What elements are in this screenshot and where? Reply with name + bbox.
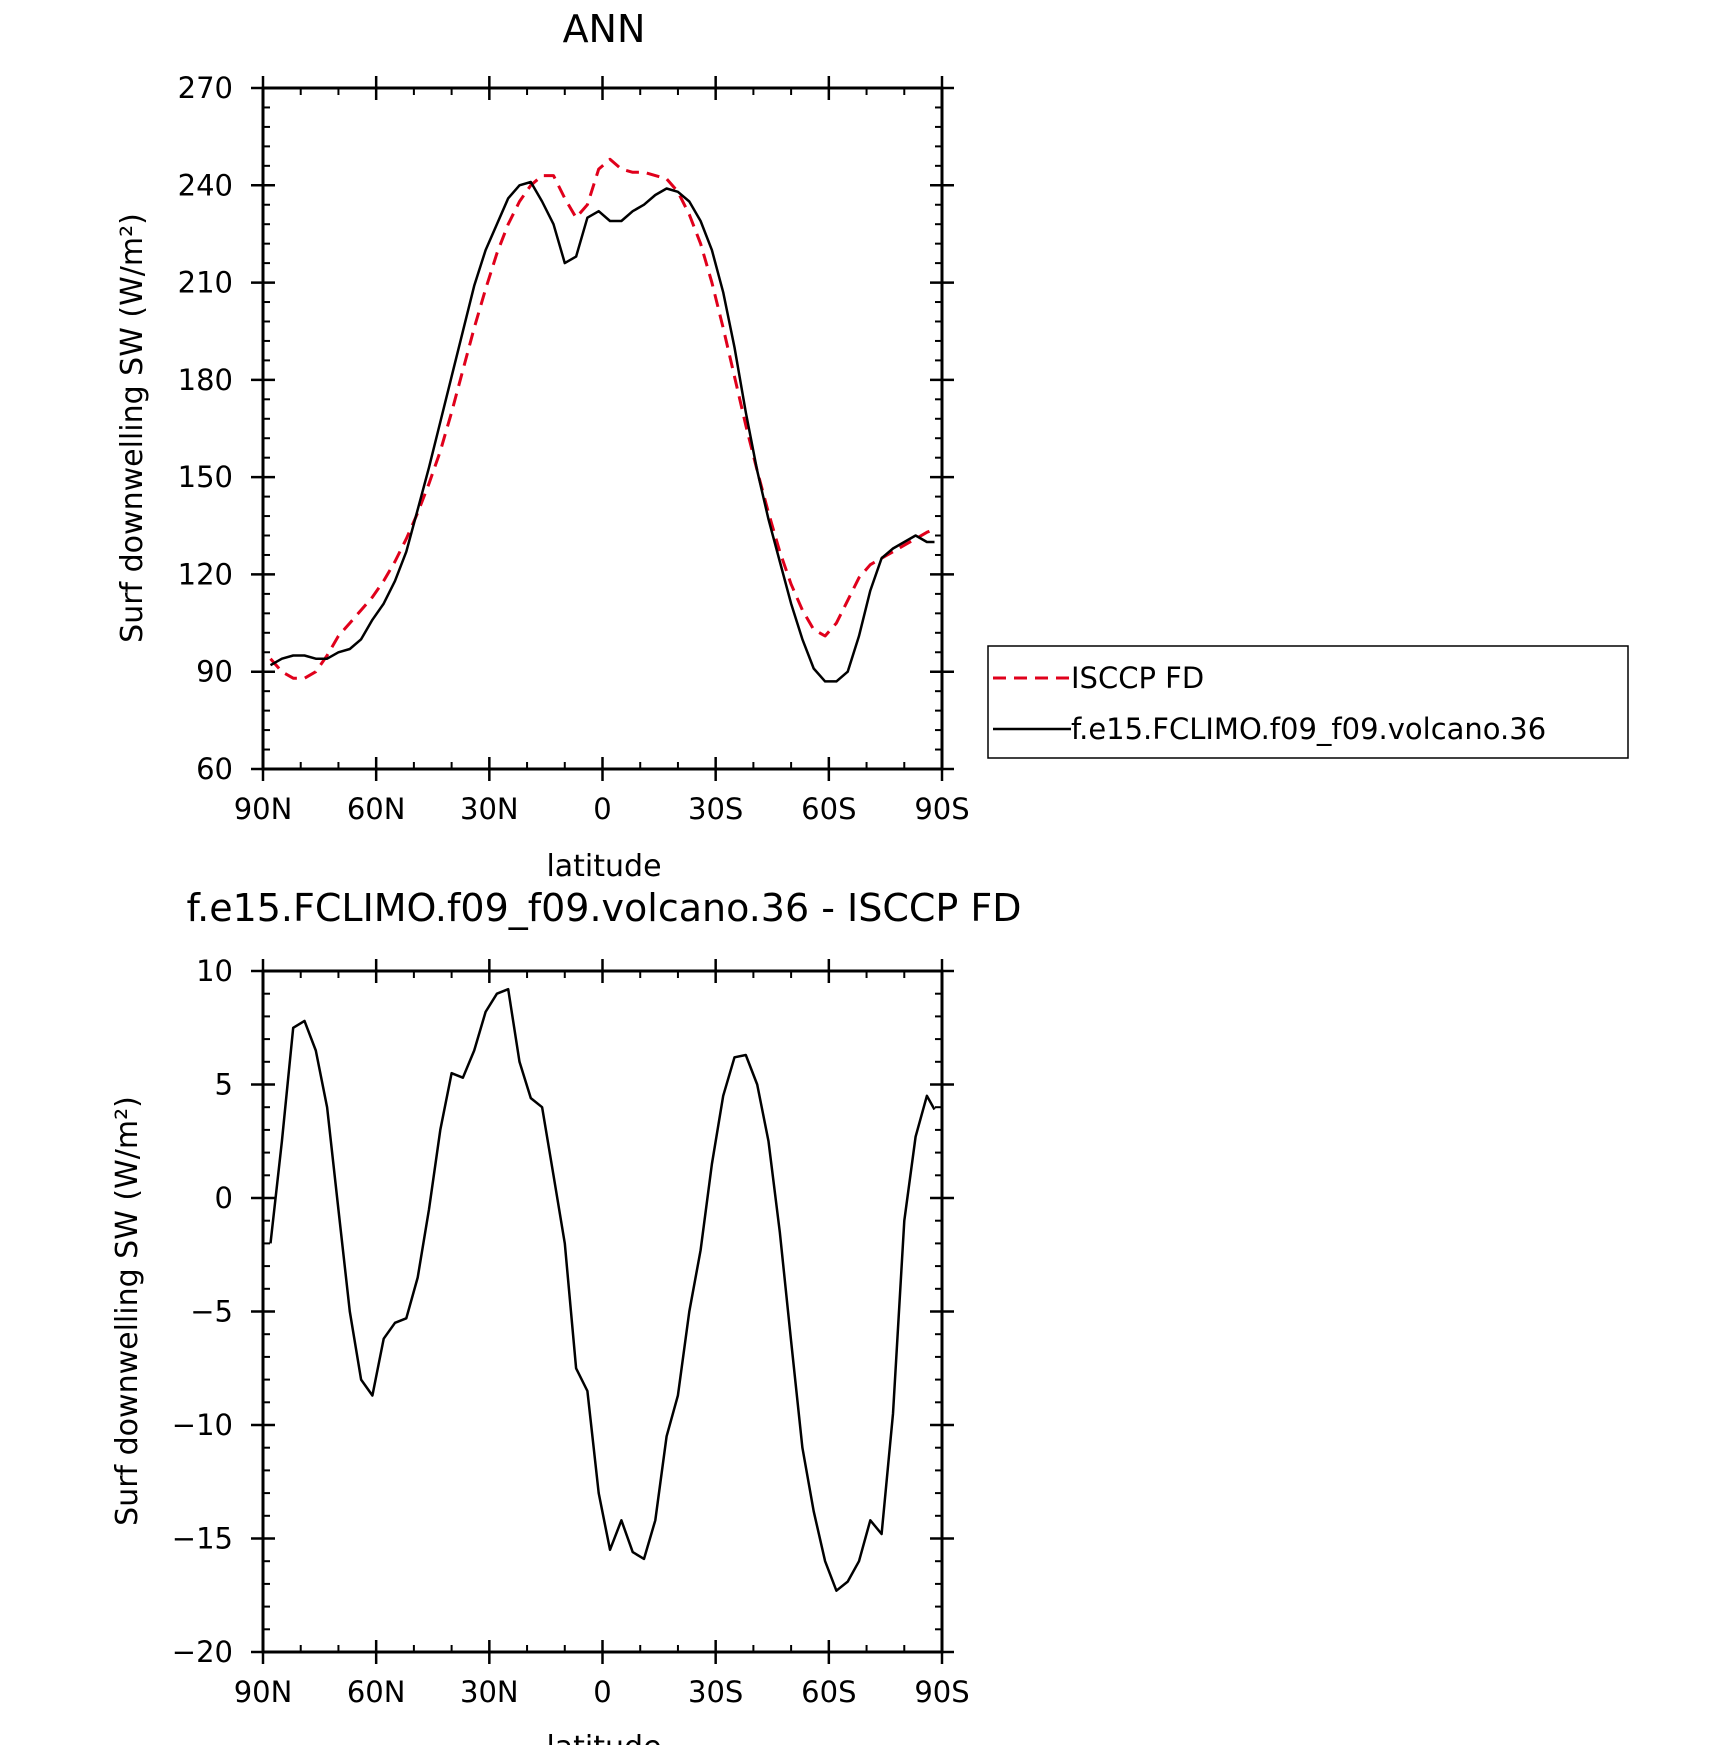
panel2-plot-frame: [261, 969, 944, 1654]
panel2-series: [269, 987, 936, 1592]
panel2-series-line-0: [269, 987, 936, 1592]
panel2-y-axis-label: Surf downwelling SW (W/m²): [110, 1096, 145, 1526]
panel1-xtick-label: 30S: [688, 792, 743, 826]
panel1-ytick-label: 120: [178, 557, 233, 591]
panel1-xtick-label: 30N: [460, 792, 519, 826]
panel2-ytick-label: −5: [190, 1295, 233, 1329]
panel2-xtick-label: 60S: [801, 1675, 856, 1709]
panel1-xtick-label: 60S: [801, 792, 856, 826]
panel1-xtick-label: 0: [593, 792, 611, 826]
panel2-xtick-label: 0: [593, 1675, 611, 1709]
panel1-xtick-label: 60N: [347, 792, 406, 826]
panel2-xtick-label: 30N: [460, 1675, 519, 1709]
panel-difference: f.e15.FCLIMO.f09_f09.volcano.36 - ISCCP …: [110, 886, 1022, 1745]
panel1-ytick-label: 180: [178, 363, 233, 397]
panel1-y-axis-label: Surf downwelling SW (W/m²): [115, 213, 150, 643]
panel1-xtick-label: 90S: [914, 792, 969, 826]
panel1-xtick-label: 90N: [234, 792, 293, 826]
panel1-ytick-label: 150: [178, 460, 233, 494]
panel2-ytick-label: 5: [215, 1068, 233, 1102]
panel1-ytick-label: 210: [178, 266, 233, 300]
panel1-series-line-0: [269, 157, 936, 680]
panel1-ytick-label: 240: [178, 168, 233, 202]
panel2-x-axis-label: latitude: [546, 1730, 661, 1745]
panel1-plot-frame: [261, 86, 944, 771]
legend: ISCCP FD f.e15.FCLIMO.f09_f09.volcano.36: [987, 645, 1629, 759]
legend-box: [987, 645, 1629, 759]
panel2-xtick-label: 90S: [914, 1675, 969, 1709]
panel2-ytick-label: 10: [196, 954, 233, 988]
panel1-series: [269, 157, 936, 683]
panel1-title: ANN: [563, 7, 646, 51]
legend-label-model: f.e15.FCLIMO.f09_f09.volcano.36: [1071, 712, 1546, 746]
panel2-ytick-label: −15: [172, 1522, 233, 1556]
panel2-ytick-label: 0: [215, 1181, 233, 1215]
legend-label-isccp: ISCCP FD: [1071, 661, 1204, 695]
panel2-xtick-label: 90N: [234, 1675, 293, 1709]
panel2-ytick-label: −20: [172, 1635, 233, 1669]
panel2-xtick-label: 30S: [688, 1675, 743, 1709]
panel2-ytick-label: −10: [172, 1408, 233, 1442]
panel1-x-axis-label: latitude: [546, 849, 661, 884]
panel1-ytick-label: 60: [196, 752, 233, 786]
panel2-ticks: −20 −15 −10 −5 0 5 10 90N 60N 30N 0 30S 60S 90S: [172, 954, 970, 1709]
panel1-series-line-1: [269, 180, 935, 683]
panel2-xtick-label: 60N: [347, 1675, 406, 1709]
panel1-ytick-label: 270: [178, 71, 233, 105]
panel1-ytick-label: 90: [196, 655, 233, 689]
panel2-title: f.e15.FCLIMO.f09_f09.volcano.36 - ISCCP …: [187, 886, 1022, 930]
panel1-ticks: 60 90 120 150 180 210 240 270 90N 60N 30N 0 30S 60S 90…: [178, 71, 970, 826]
